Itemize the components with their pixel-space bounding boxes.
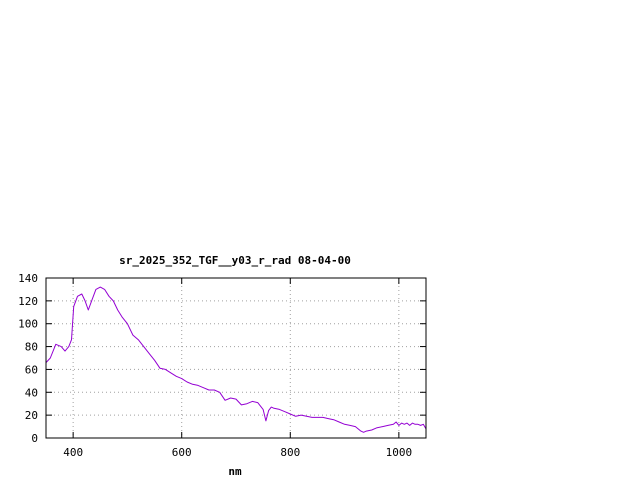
y-tick-label: 0 bbox=[31, 432, 38, 445]
axis-tick-labels: 0 20 40 60 80 100 120 140 400 600 800 1000 bbox=[18, 272, 412, 459]
chart-title: sr_2025_352_TGF__y03_r_rad 08-04-00 bbox=[119, 254, 351, 267]
plot-frame bbox=[45, 277, 427, 439]
series-line bbox=[45, 286, 427, 433]
y-tick-label: 80 bbox=[25, 341, 38, 354]
y-tick-label: 140 bbox=[18, 272, 38, 285]
x-tick-label: 800 bbox=[280, 446, 300, 459]
x-axis-label: nm bbox=[228, 465, 242, 478]
y-tick-label: 60 bbox=[25, 363, 38, 376]
axis-ticks bbox=[46, 277, 426, 439]
y-tick-label: 120 bbox=[18, 295, 38, 308]
series-lines bbox=[45, 286, 427, 433]
grid-lines bbox=[46, 278, 426, 438]
y-tick-label: 20 bbox=[25, 409, 38, 422]
x-tick-label: 400 bbox=[63, 446, 83, 459]
x-tick-label: 600 bbox=[172, 446, 192, 459]
y-tick-label: 40 bbox=[25, 386, 38, 399]
y-tick-label: 100 bbox=[18, 318, 38, 331]
x-tick-label: 1000 bbox=[386, 446, 413, 459]
